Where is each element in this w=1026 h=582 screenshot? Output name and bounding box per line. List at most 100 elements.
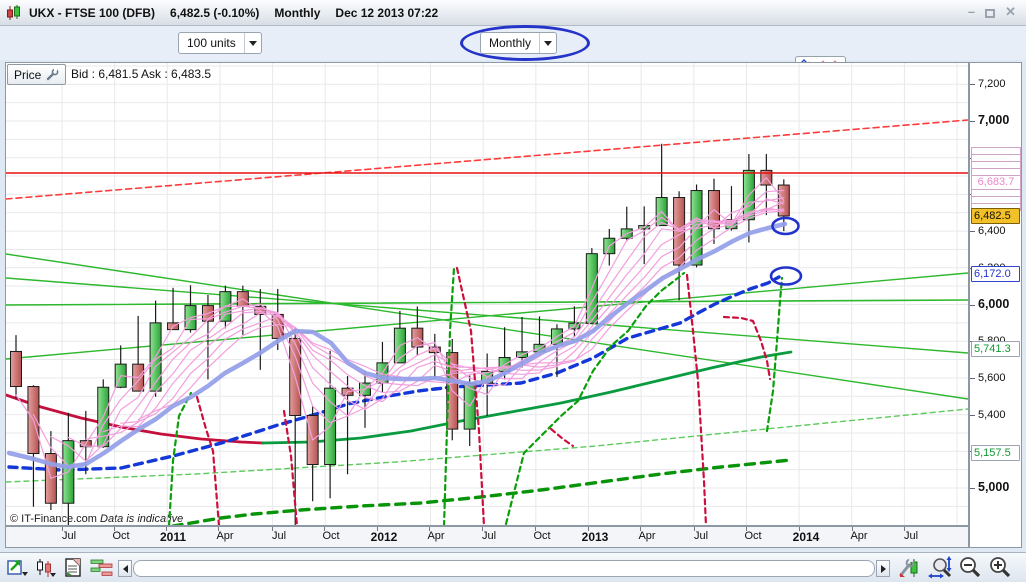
scroll-right-button[interactable] [876,560,890,577]
time-tick-label: Apr [216,530,234,542]
chart-type-button[interactable] [34,557,58,579]
price-settings-button[interactable]: Price [7,64,67,85]
zoom-axes-button[interactable] [928,556,952,579]
spike-green-c [442,266,456,525]
zoom-axes-icon [928,556,952,579]
time-tick-label: Oct [322,530,340,542]
bid-ask-readout: Bid : 6,481.5 Ask : 6,483.5 [71,67,212,81]
time-tick [535,527,536,531]
pink-ma-value-tag: 6,683.7 [971,175,1021,190]
green-horizontal-level [6,299,968,306]
horizontal-scrollbar[interactable] [118,560,890,577]
time-tick-label: 2014 [792,530,820,544]
spike-green-a [167,391,193,525]
price-tick-label: 7,000 [978,113,1010,127]
title-datetime: Dec 12 2013 07:22 [335,5,439,20]
chart-settings-button[interactable] [898,557,922,579]
spike-red-e [722,315,772,381]
chart-panel[interactable]: © IT-Finance.com Data is indicative Pric… [5,62,969,526]
close-button[interactable]: ✕ [1005,4,1016,19]
spike-red-f [549,427,575,448]
price-tick [970,414,975,416]
minimize-button[interactable]: – [967,4,976,19]
time-tick-label: Oct [744,530,762,542]
annotation-ellipse-ma [769,266,803,286]
title-instrument: UKX - FTSE 100 (DFB) [29,5,156,20]
blue-dashed-ma [7,275,781,472]
export-button[interactable] [6,557,30,579]
price-button-label: Price [14,67,42,82]
timeframe-dropdown[interactable]: Monthly [480,32,558,54]
time-tick-label: 2013 [581,530,609,544]
price-tick-label: 5,400 [978,408,1006,421]
scrollbar-track[interactable] [133,560,875,577]
red-dashed-trendline [6,119,968,200]
spike-red-c [455,266,486,525]
pink-ma-ribbon-line [15,177,785,479]
market-depth-icon [90,559,113,576]
last-price-tag: 6,482.5 [971,208,1020,224]
zoom-in-button[interactable] [988,557,1012,579]
price-tick [970,231,975,233]
title-timeframe: Monthly [274,5,321,20]
market-depth-button[interactable] [90,557,114,579]
pink-ma-ribbon-line [32,189,785,467]
spike-red-b [282,409,299,525]
time-tick-label: Apr [850,530,868,542]
news-button[interactable] [62,557,86,579]
price-tick [970,121,975,122]
zoom-out-button[interactable] [958,557,982,579]
pink-ma-ribbon-line [50,197,785,462]
price-tick-label: 7,200 [978,78,1006,91]
time-tick [904,527,905,531]
price-tick-label: 6,000 [978,296,1010,311]
spike-red-a [195,395,221,525]
annotation-ellipse-price [771,216,800,236]
export-icon [7,560,28,576]
price-axis[interactable]: 7,2007,0006,8006,6006,4006,2006,0005,800… [969,62,1022,548]
time-tick [429,527,430,531]
green-ma-tag: 5,741.3 [971,341,1020,357]
time-tick-label: Jul [693,530,709,542]
time-tick [218,527,219,531]
chart-type-icon [37,559,56,577]
spike-green-e [765,276,784,433]
news-icon [65,558,81,577]
green-light-dashed-support [6,408,968,483]
pink-ma-ribbon-line [85,201,785,440]
maximize-button[interactable] [985,9,996,18]
zoom-out-icon [960,557,981,578]
price-tick [970,377,975,379]
scroll-left-button[interactable] [118,560,132,577]
zoom-in-icon [990,557,1011,578]
price-tick-label: 5,000 [978,480,1010,494]
copyright-note: © IT-Finance.com Data is indicative [10,513,184,525]
title-bar: UKX - FTSE 100 (DFB) 6,482.5 (-0.10%) Mo… [0,0,1026,26]
candle-down [10,350,22,388]
time-tick-label: Apr [427,530,445,542]
time-tick [482,527,483,531]
pink-ma-ribbon-line [120,208,785,424]
units-dropdown-arrow-icon[interactable] [243,33,261,53]
units-dropdown[interactable]: 100 units [178,32,262,54]
timeframe-dropdown-value: Monthly [489,36,532,50]
bottom-toolbar [0,552,1026,582]
green-thick-dashed-support [171,458,793,525]
green-trendline-1 [6,253,968,400]
price-tick-label: 5,600 [978,371,1006,384]
time-tick [62,527,63,531]
time-tick-label: Jul [481,530,497,542]
wrench-icon [47,68,59,81]
long-ma-falling-crimson [6,393,265,445]
time-axis[interactable]: Jul Oct 2011 Apr Jul Oct 2012 Apr Jul Oct 2013 Apr J… [5,526,969,548]
units-dropdown-value: 100 units [187,36,236,50]
spike-green-d [504,271,686,525]
pink-ma-ribbon-line [137,210,785,421]
time-tick-label: Oct [112,530,130,542]
time-tick-label: Oct [533,530,551,542]
price-chart[interactable] [6,63,968,525]
time-tick [852,527,853,531]
blue-ma-tag: 6,172.0 [971,266,1020,282]
time-tick-label: Jul [61,530,77,542]
timeframe-dropdown-arrow-icon[interactable] [539,33,556,53]
